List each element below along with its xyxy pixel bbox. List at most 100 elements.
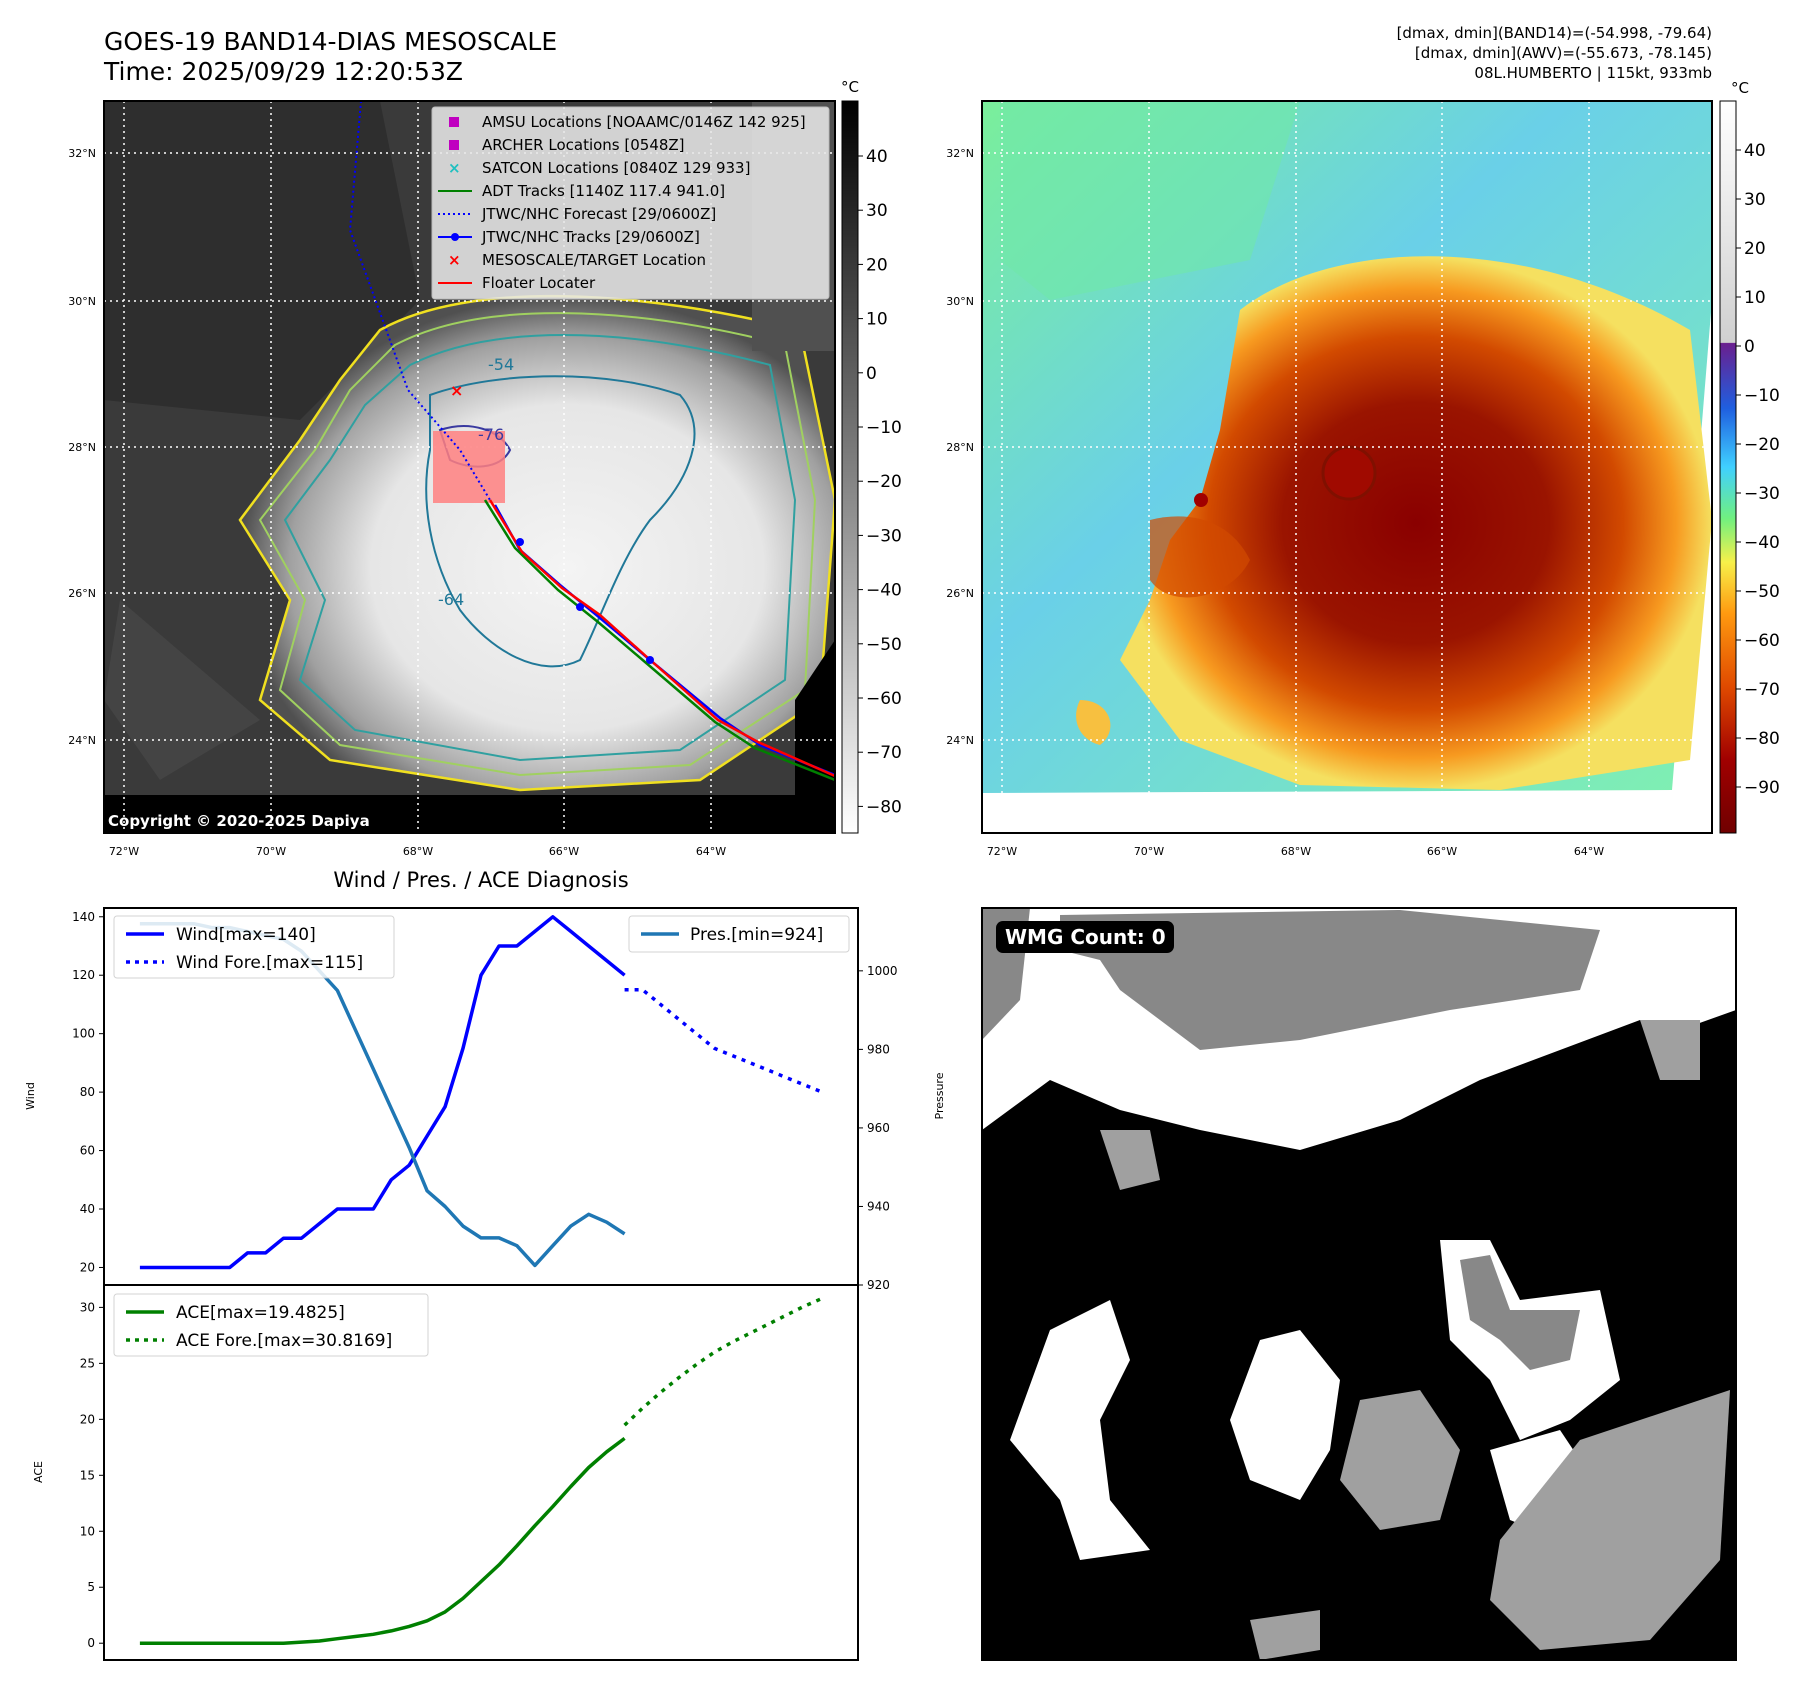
y-tick: 140 (72, 910, 95, 924)
lat-tick: 30°N (68, 295, 96, 308)
wmg-panel: WMG Count: 0 (981, 907, 1737, 1661)
legend-label: JTWC/NHC Tracks [29/0600Z] (481, 228, 700, 246)
y-tick: 25 (80, 1356, 95, 1370)
color-map-gridlines (982, 101, 1712, 833)
colorbar-tick: −70 (1744, 680, 1780, 700)
colorbar-tick: −30 (1744, 484, 1780, 504)
color-map-lon-ticks: 72°W 70°W 68°W 66°W 64°W (987, 845, 1604, 858)
colorbar-tick: −50 (1744, 582, 1780, 602)
lon-tick: 66°W (549, 845, 579, 858)
colorbar-tick: −60 (866, 689, 902, 709)
ace-axis-label: ACE (32, 1461, 45, 1483)
legend-entry: JTWC/NHC Tracks [29/0600Z] (438, 228, 700, 246)
legend-label: AMSU Locations [NOAAMC/0146Z 142 925] (482, 113, 806, 131)
color-map-panel: 32°N 30°N 28°N 26°N 24°N 72°W 70°W 68°W … (946, 79, 1780, 858)
colorbar-tick: −60 (1744, 631, 1780, 651)
pressure-axis-label: Pressure (933, 1072, 946, 1119)
wmg-count-label: WMG Count: 0 (1005, 925, 1166, 949)
legend-x-icon: × (448, 159, 461, 177)
colorbar-tick: 30 (866, 201, 888, 221)
contour-label-3: -64 (438, 590, 464, 609)
y-tick: 15 (80, 1468, 95, 1482)
colorbar-tick: 20 (1744, 239, 1766, 259)
wind-legend: Wind[max=140] Wind Fore.[max=115] (113, 915, 395, 979)
colorbar-tick: 10 (1744, 288, 1766, 308)
colorbar-tick: −50 (866, 635, 902, 655)
y-tick: 5 (87, 1580, 95, 1594)
colorbar-tick: 0 (1744, 337, 1755, 357)
colorbar-tick: −40 (866, 581, 902, 601)
color-map-lat-ticks: 32°N 30°N 28°N 26°N 24°N (946, 147, 974, 747)
colorbar-tick: 10 (866, 310, 888, 330)
y-tick-right: 960 (867, 1121, 890, 1135)
colorbar-tick: −40 (1744, 533, 1780, 553)
lon-tick: 66°W (1427, 845, 1457, 858)
storm-eye (1321, 445, 1377, 501)
legend-entry: Floater Locater (438, 274, 596, 292)
chart-title: Wind / Pres. / ACE Diagnosis (333, 868, 628, 892)
ir-map-panel: × -54 -76 -64 Copyright © 2020-2025 Dapi… (68, 78, 902, 858)
y-tick: 30 (80, 1300, 95, 1314)
lon-tick: 64°W (696, 845, 726, 858)
legend-pressure: Pres.[min=924] (690, 925, 823, 945)
series-line-1 (624, 988, 823, 1094)
info-band14: [dmax, dmin](BAND14)=(-54.998, -79.64) (1397, 24, 1712, 42)
colorbar-tick: −80 (1744, 729, 1780, 749)
copyright: Copyright © 2020-2025 Dapiya (108, 812, 370, 830)
lat-tick: 24°N (946, 734, 974, 747)
lat-tick: 32°N (68, 147, 96, 160)
y-tick-right: 940 (867, 1199, 890, 1213)
legend-ace: ACE[max=19.4825] (176, 1303, 345, 1323)
figure-time: Time: 2025/09/29 12:20:53Z (103, 57, 463, 86)
lat-tick: 30°N (946, 295, 974, 308)
ace-legend: ACE[max=19.4825] ACE Fore.[max=30.8169] (113, 1293, 429, 1357)
target-marker: × (450, 381, 463, 400)
lon-tick: 70°W (1134, 845, 1164, 858)
color-colorbar: °C 40 30 20 10 0 −10 −20 −30 −40 −50 −60 −70 −80 −90 (1719, 79, 1780, 834)
colorbar-unit: °C (1731, 79, 1749, 97)
legend-wind-fore: Wind Fore.[max=115] (176, 953, 363, 973)
legend-label: JTWC/NHC Forecast [29/0600Z] (481, 205, 716, 223)
lat-tick: 26°N (68, 587, 96, 600)
info-awv: [dmax, dmin](AWV)=(-55.673, -78.145) (1415, 44, 1712, 62)
colorbar-unit: °C (841, 78, 859, 96)
legend-label: MESOSCALE/TARGET Location (482, 251, 706, 269)
colorbar-tick: −70 (866, 743, 902, 763)
lon-tick: 64°W (1574, 845, 1604, 858)
y-tick: 60 (80, 1144, 95, 1158)
colorbar-tick: 30 (1744, 190, 1766, 210)
legend-label: ARCHER Locations [0548Z] (482, 136, 685, 154)
legend-wind: Wind[max=140] (176, 925, 316, 945)
legend-x-icon: × (448, 251, 461, 269)
contour-label-2: -76 (478, 425, 504, 444)
lat-tick: 28°N (68, 441, 96, 454)
colorbar-tick: 20 (866, 255, 888, 275)
lat-tick: 24°N (68, 734, 96, 747)
ir-storm-cloud (240, 296, 835, 790)
lon-tick: 68°W (1281, 845, 1311, 858)
legend-entry: JTWC/NHC Forecast [29/0600Z] (438, 205, 716, 223)
y-tick: 20 (80, 1260, 95, 1274)
lon-tick: 68°W (403, 845, 433, 858)
gray-colorbar: °C 40 30 20 10 0 −10 −20 −30 −40 −50 −60 −70 −80 (841, 78, 902, 834)
map-legend: AMSU Locations [NOAAMC/0146Z 142 925] ARC… (431, 106, 830, 300)
series-line-0 (139, 1436, 626, 1645)
storm-core (1120, 256, 1712, 790)
lon-tick: 72°W (109, 845, 139, 858)
y-tick: 80 (80, 1085, 95, 1099)
y-tick: 40 (80, 1202, 95, 1216)
colorbar-tick: −10 (866, 418, 902, 438)
y-tick: 100 (72, 1027, 95, 1041)
ir-map-lon-ticks: 72°W 70°W 68°W 66°W 64°W (109, 845, 726, 858)
colorbar-tick: 40 (866, 147, 888, 167)
legend-entry: × SATCON Locations [0840Z 129 933] (448, 159, 750, 177)
lat-tick: 28°N (946, 441, 974, 454)
colorbar-tick: 40 (1744, 141, 1766, 161)
legend-entry: ARCHER Locations [0548Z] (449, 136, 685, 154)
contour-label-1: -54 (488, 355, 514, 374)
info-storm: 08L.HUMBERTO | 115kt, 933mb (1474, 64, 1712, 82)
colorbar-tick: 0 (866, 364, 877, 384)
y-tick: 0 (87, 1636, 95, 1650)
ir-map-lat-ticks: 32°N 30°N 28°N 26°N 24°N (68, 147, 96, 747)
colorbar-tick: −20 (1744, 435, 1780, 455)
